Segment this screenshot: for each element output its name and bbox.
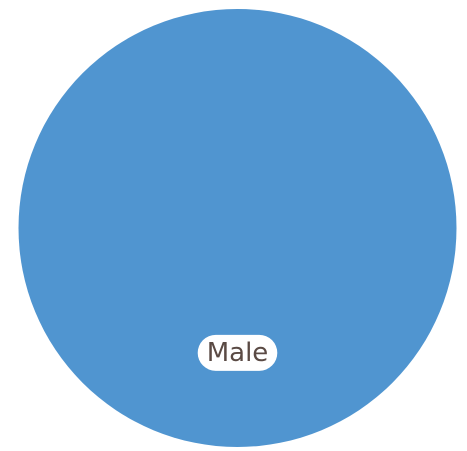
pie-slice-male [18, 9, 457, 447]
slice-label-text: Male [207, 338, 269, 368]
pie-slices [18, 9, 457, 447]
slice-labels: Male [197, 334, 278, 371]
slice-label-background [197, 334, 278, 371]
slice-label: Male [197, 334, 278, 371]
